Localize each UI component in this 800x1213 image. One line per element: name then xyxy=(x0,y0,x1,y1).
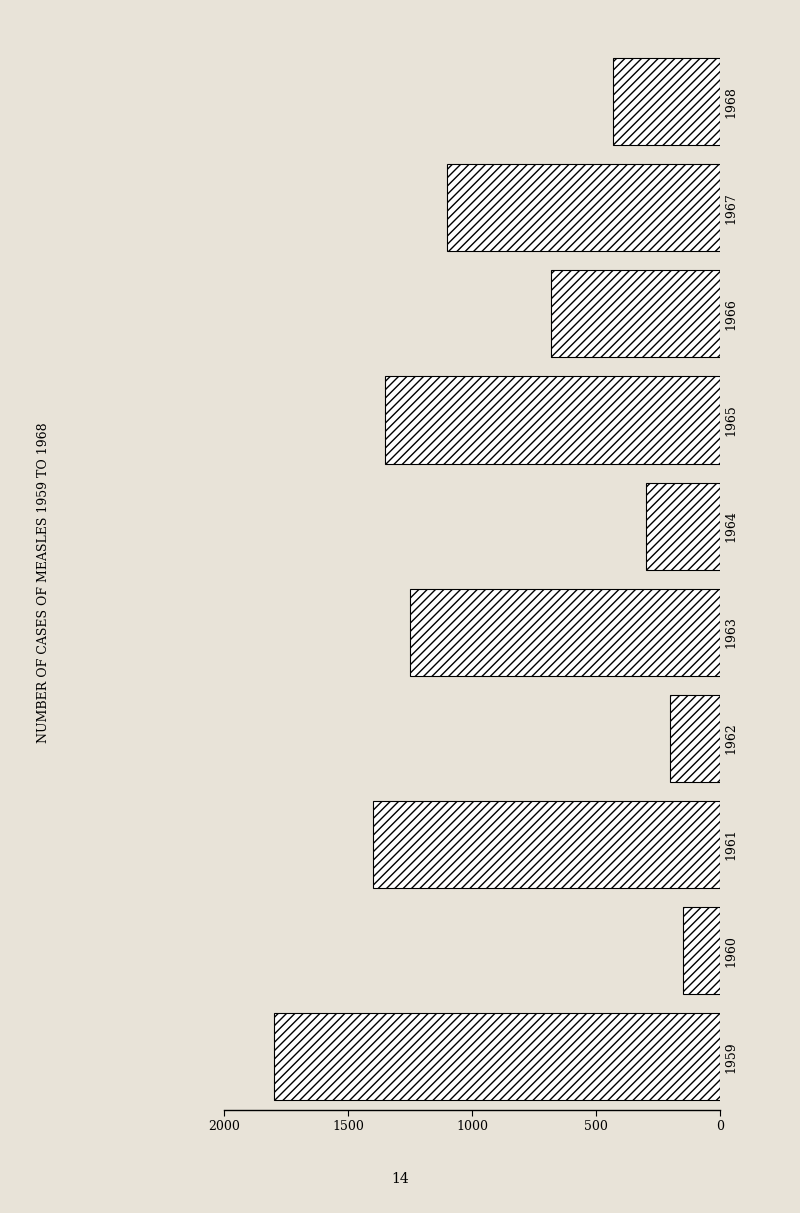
Bar xyxy=(551,270,720,358)
Bar xyxy=(670,695,720,782)
Bar xyxy=(447,164,720,251)
Bar xyxy=(274,1013,720,1100)
Text: 14: 14 xyxy=(391,1172,409,1186)
Text: NUMBER OF CASES OF MEASLES 1959 TO 1968: NUMBER OF CASES OF MEASLES 1959 TO 1968 xyxy=(38,422,50,742)
Bar xyxy=(386,376,720,463)
Bar xyxy=(614,58,720,146)
Bar xyxy=(410,588,720,676)
Bar xyxy=(682,907,720,995)
Bar xyxy=(646,483,720,570)
Bar xyxy=(373,801,720,888)
